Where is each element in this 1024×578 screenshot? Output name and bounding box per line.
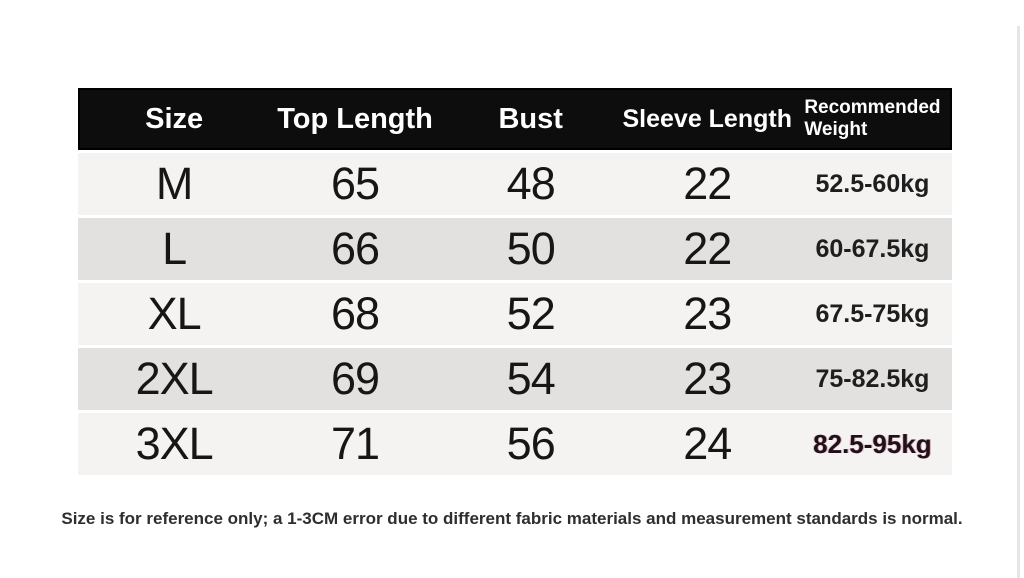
header-bust: Bust bbox=[498, 102, 563, 135]
weight-value: 67.5-75kg bbox=[815, 299, 930, 328]
weight-value: 60-67.5kg bbox=[815, 234, 930, 263]
size-value: M bbox=[155, 158, 194, 209]
weight-value: 52.5-60kg bbox=[815, 169, 930, 198]
header-recommended-weight-line1: Recommended bbox=[804, 96, 941, 118]
right-edge-line bbox=[1017, 26, 1020, 578]
bust-value: 48 bbox=[506, 158, 556, 209]
footnote: Size is for reference only; a 1-3CM erro… bbox=[61, 509, 963, 528]
top-length-value: 69 bbox=[331, 353, 380, 404]
top-length-value: 68 bbox=[331, 288, 380, 339]
table-row-l: L 66 50 22 60-67.5kg bbox=[78, 218, 952, 280]
table-row-3xl: 3XL 71 56 24 82.5-95kg bbox=[78, 413, 952, 475]
size-value: 2XL bbox=[135, 353, 214, 404]
bust-value: 50 bbox=[506, 223, 556, 274]
weight-value: 75-82.5kg bbox=[815, 364, 930, 393]
sleeve-length-value: 23 bbox=[683, 353, 732, 404]
size-value: 3XL bbox=[135, 418, 214, 469]
weight-value-highlighted: 82.5-95kg bbox=[813, 428, 932, 459]
sleeve-length-value: 23 bbox=[683, 288, 732, 339]
sleeve-length-value: 22 bbox=[683, 158, 732, 209]
header-top-length: Top Length bbox=[277, 102, 433, 135]
header-size: Size bbox=[145, 102, 204, 135]
size-value: L bbox=[162, 223, 187, 274]
bust-value: 56 bbox=[506, 418, 556, 469]
top-length-value: 66 bbox=[331, 223, 380, 274]
header-recommended-weight-line2: Weight bbox=[804, 119, 868, 140]
table-row-m: M 65 48 22 52.5-60kg bbox=[78, 153, 952, 215]
sleeve-length-value: 24 bbox=[683, 418, 732, 469]
bust-value: 54 bbox=[506, 353, 556, 404]
size-value: XL bbox=[147, 288, 202, 339]
size-chart-table: Size Top Length Bust Sleeve Length Recom… bbox=[78, 88, 952, 475]
header-recommended-weight: Recommended Weight bbox=[793, 88, 952, 150]
top-length-value: 71 bbox=[331, 418, 380, 469]
header-recommended-weight-lines: Recommended Weight bbox=[804, 97, 940, 142]
sleeve-length-value: 22 bbox=[683, 223, 732, 274]
header-sleeve-length: Sleeve Length bbox=[622, 104, 792, 133]
table-row-xl: XL 68 52 23 67.5-75kg bbox=[78, 283, 952, 345]
table-row-2xl: 2XL 69 54 23 75-82.5kg bbox=[78, 348, 952, 410]
top-length-value: 65 bbox=[331, 158, 380, 209]
table-header-row: Size Top Length Bust Sleeve Length Recom… bbox=[78, 88, 952, 150]
bust-value: 52 bbox=[506, 288, 556, 339]
